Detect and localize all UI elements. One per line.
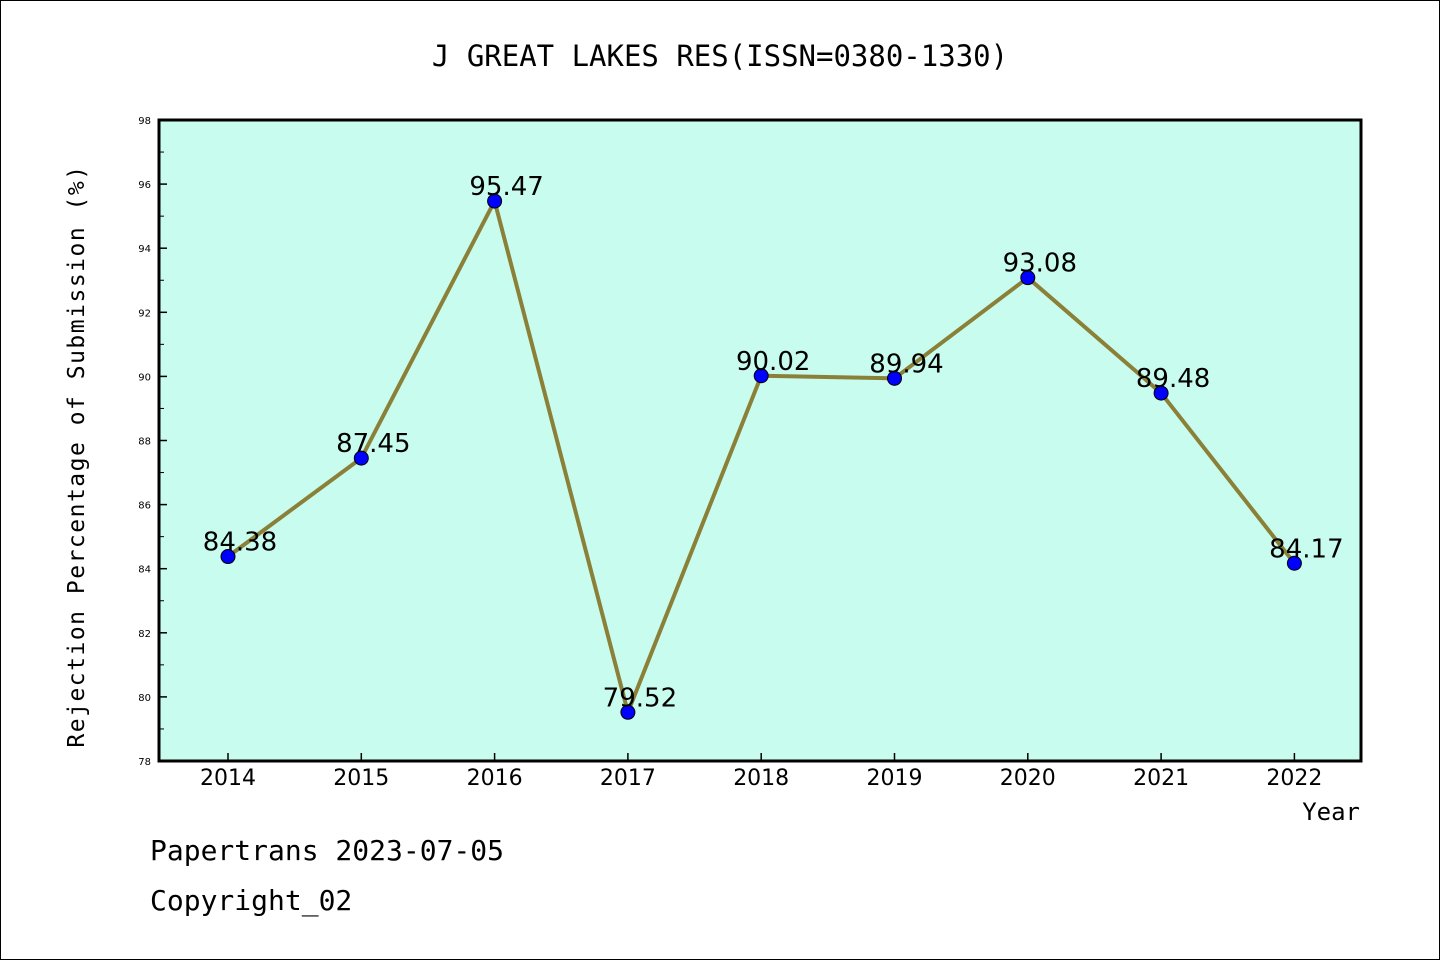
y-tick-label: 96 bbox=[138, 180, 151, 191]
footer-copyright-text: Copyright_02 bbox=[150, 884, 353, 917]
data-point-marker bbox=[487, 193, 503, 209]
data-labels: 84.38 87.45 95.47 79.52 90.02 89.94 93.08 89.48… bbox=[203, 172, 1344, 713]
data-point-marker bbox=[1286, 555, 1302, 571]
x-tick-label: 2019 bbox=[867, 766, 923, 791]
data-label: 93.08 bbox=[1003, 249, 1077, 279]
footer-date-text: Papertrans 2023-07-05 bbox=[150, 834, 505, 867]
data-label: 87.45 bbox=[336, 429, 410, 459]
x-tick-label: 2022 bbox=[1266, 766, 1322, 791]
x-tick-label: 2016 bbox=[467, 766, 523, 791]
plot-area bbox=[157, 118, 1363, 763]
x-tick-label: 2014 bbox=[200, 766, 256, 791]
y-tick-label: 86 bbox=[138, 501, 151, 512]
chart-title: J GREAT LAKES RES(ISSN=0380-1330) bbox=[432, 39, 1008, 73]
x-tick-label: 2017 bbox=[600, 766, 656, 791]
y-tick-label: 98 bbox=[138, 116, 151, 127]
data-label: 89.48 bbox=[1136, 364, 1210, 394]
y-axis-label: Rejection Percentage of Submission (%) bbox=[64, 164, 90, 747]
data-label: 90.02 bbox=[736, 347, 810, 377]
data-point-marker bbox=[887, 370, 902, 386]
data-label: 95.47 bbox=[469, 172, 543, 202]
data-point-marker bbox=[220, 549, 236, 565]
x-tick-label: 2020 bbox=[1000, 766, 1056, 791]
x-tick-label: 2021 bbox=[1133, 766, 1189, 791]
data-point-marker bbox=[1020, 270, 1036, 286]
y-tick-label: 80 bbox=[138, 693, 151, 704]
x-axis: 2014 2015 2016 2017 2018 2019 2020 2021 2022 bbox=[200, 753, 1322, 791]
x-axis-label: Year bbox=[1302, 798, 1360, 826]
data-label: 84.17 bbox=[1269, 534, 1343, 564]
y-tick-label: 94 bbox=[138, 244, 151, 255]
data-point-marker bbox=[753, 368, 769, 384]
data-label: 89.94 bbox=[869, 349, 943, 379]
data-point-marker bbox=[353, 450, 369, 466]
y-tick-label: 82 bbox=[138, 629, 151, 640]
data-label: 84.38 bbox=[203, 528, 277, 558]
data-point-marker bbox=[1153, 385, 1169, 401]
y-tick-label: 92 bbox=[138, 308, 151, 319]
y-tick-label: 84 bbox=[138, 565, 151, 576]
y-axis: 78 80 82 84 86 88 90 92 94 96 98 bbox=[138, 116, 167, 768]
x-tick-label: 2018 bbox=[733, 766, 789, 791]
y-tick-label: 78 bbox=[138, 757, 151, 768]
data-markers bbox=[220, 193, 1302, 720]
y-tick-label: 90 bbox=[138, 372, 151, 383]
x-tick-label: 2015 bbox=[333, 766, 389, 791]
y-tick-label: 88 bbox=[138, 437, 151, 448]
data-point-marker bbox=[620, 704, 636, 720]
data-label: 79.52 bbox=[603, 683, 677, 713]
